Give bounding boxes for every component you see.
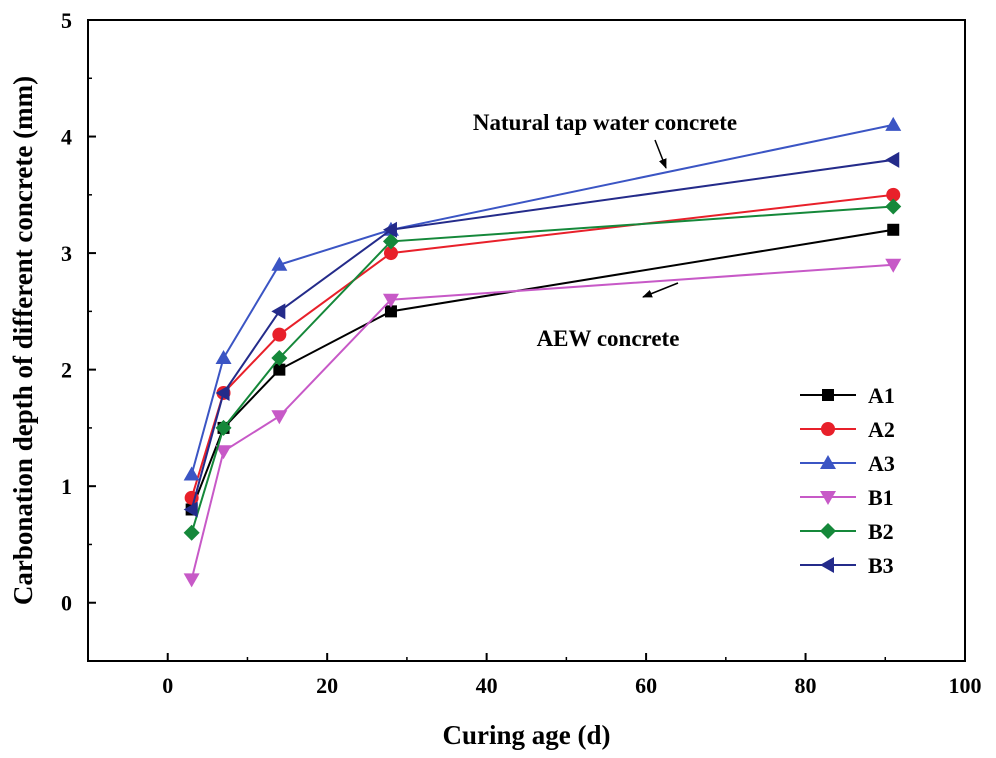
data-point-b1 [271,410,288,425]
series-a3 [183,116,902,481]
legend-item-b1: B1 [800,485,894,510]
y-axis-ticks: 0 1 2 3 4 5 [61,8,96,616]
data-point-b1 [382,293,399,308]
legend-marker [820,491,836,505]
legend: A1 A2 A3 B1 B2 B3 [800,383,895,578]
legend-item-a2: A2 [800,417,895,442]
x-tick-label: 40 [476,673,498,698]
annotation-tap-water: Natural tap water concrete [473,110,737,169]
legend-item-a1: A1 [800,383,895,408]
annotation-aew-label: AEW concrete [537,326,680,351]
data-point-a2 [886,187,901,202]
annotation-aew: AEW concrete [537,282,680,351]
y-axis-title: Carbonation depth of different concrete … [8,76,38,605]
data-point-b2 [183,524,200,541]
plot-frame [87,19,966,662]
data-point-a2 [383,246,398,261]
x-tick-label: 100 [949,673,982,698]
legend-label: A3 [868,451,895,476]
y-tick-label: 3 [61,241,72,266]
x-axis-title: Curing age (d) [443,720,611,750]
legend-label: A1 [868,383,895,408]
data-point-b3 [271,303,286,320]
data-point-a1 [384,305,397,318]
legend-label: B1 [868,485,894,510]
data-point-b2 [215,419,232,436]
y-tick-label: 5 [61,8,72,33]
legend-marker [821,422,835,436]
data-point-a3 [183,466,200,481]
series-a1 [185,223,900,516]
data-point-b1 [215,445,232,460]
data-point-a3 [885,116,902,131]
data-point-b3 [183,501,198,518]
annotation-aew-arrow [642,282,679,298]
annotation-tap-water-label: Natural tap water concrete [473,110,737,135]
legend-label: A2 [868,417,895,442]
series-line-b1 [190,263,894,580]
legend-item-a3: A3 [800,451,895,476]
data-point-b3 [382,221,397,238]
data-point-a3 [215,349,232,364]
data-point-b2 [382,233,399,250]
data-point-a3 [271,256,288,271]
legend-marker [820,455,836,469]
series-b1 [183,258,902,588]
data-point-a2 [272,327,287,342]
series-line-b2 [190,205,894,534]
legend-label: B2 [868,519,894,544]
data-point-b3 [215,384,230,401]
data-point-b1 [885,258,902,273]
series-b2 [183,198,902,541]
legend-marker [820,523,836,539]
x-tick-label: 60 [635,673,657,698]
data-point-b1 [183,573,200,588]
y-tick-label: 0 [61,591,72,616]
y-tick-label: 2 [61,358,72,383]
legend-marker [820,557,834,573]
series-b3 [183,151,900,518]
data-point-a1 [887,223,900,236]
x-tick-label: 20 [316,673,338,698]
y-tick-label: 1 [61,474,72,499]
y-tick-label: 4 [61,125,72,150]
data-point-a1 [273,363,286,376]
x-axis-ticks: 0 20 40 60 80 100 [162,653,982,698]
legend-marker [822,389,834,401]
legend-item-b3: B3 [800,553,894,578]
x-tick-label: 80 [795,673,817,698]
data-point-b2 [885,198,902,215]
series-a2 [184,187,901,505]
data-point-b3 [885,151,900,168]
legend-item-b2: B2 [800,519,894,544]
data-point-b2 [271,349,288,366]
x-tick-label: 0 [162,673,173,698]
annotation-tap-water-arrow [654,139,667,169]
series-layer [183,116,902,588]
legend-label: B3 [868,553,894,578]
